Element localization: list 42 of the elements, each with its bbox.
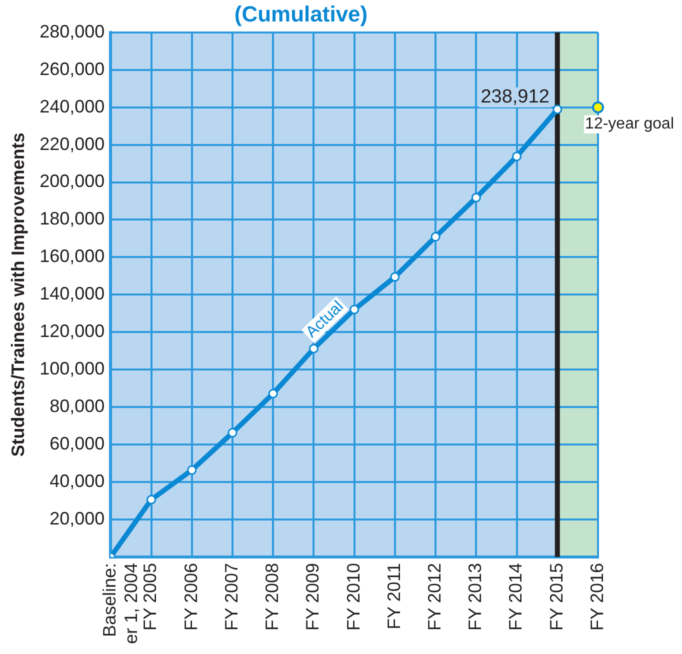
y-tick-label: 200,000: [40, 171, 105, 192]
x-tick-label: FY 2008: [262, 562, 282, 631]
point: [512, 152, 522, 162]
point: [350, 304, 360, 314]
x-tick-label: FY 2012: [424, 562, 445, 631]
x-tick-label: FY 2013: [465, 562, 486, 631]
point: [552, 104, 562, 114]
y-tick-label: 280,000: [40, 21, 105, 42]
point: [308, 344, 318, 354]
series-label: 12-year goal: [585, 116, 674, 133]
y-tick-label: 180,000: [40, 208, 105, 229]
y-tick-label: 80,000: [50, 396, 105, 416]
point: [471, 192, 481, 202]
x-tick-label: FY 2009: [302, 562, 323, 631]
y-tick-label: 100,000: [40, 358, 105, 379]
x-tick-label: Baseline: er 1, 2004: [100, 562, 142, 644]
y-tick-label: 40,000: [50, 470, 105, 491]
point: [187, 465, 197, 475]
y-tick-label: 60,000: [50, 434, 105, 454]
y-tick-label: 260,000: [40, 58, 105, 79]
x-tick-label: FY 2014: [506, 562, 526, 631]
y-tick-label: 220,000: [40, 134, 105, 154]
y-tick-label: 120,000: [40, 321, 105, 342]
y-tick-label: 160,000: [40, 246, 105, 266]
x-tick-label: FY 2011: [384, 562, 404, 630]
y-tick-label: 20,000: [50, 508, 105, 528]
data-label: 238,912: [480, 86, 550, 108]
chart-title: (Cumulative): [234, 1, 368, 26]
point: [268, 388, 278, 398]
point: [228, 428, 238, 438]
x-tick-label: FY 2005: [140, 562, 160, 631]
x-tick-label: FY 2007: [221, 562, 242, 631]
y-tick-label: 240,000: [40, 96, 105, 116]
point: [430, 232, 440, 242]
point: [146, 494, 156, 504]
x-tick-label: FY 2015: [546, 562, 566, 631]
y-tick-label: 140,000: [40, 284, 105, 304]
y-axis-title: Students/Trainees with Improvements: [8, 132, 28, 457]
x-tick-label: FY 2010: [343, 562, 364, 631]
x-tick-label: FY 2016: [586, 562, 607, 631]
point: [390, 272, 400, 282]
x-tick-label: FY 2006: [180, 562, 201, 631]
